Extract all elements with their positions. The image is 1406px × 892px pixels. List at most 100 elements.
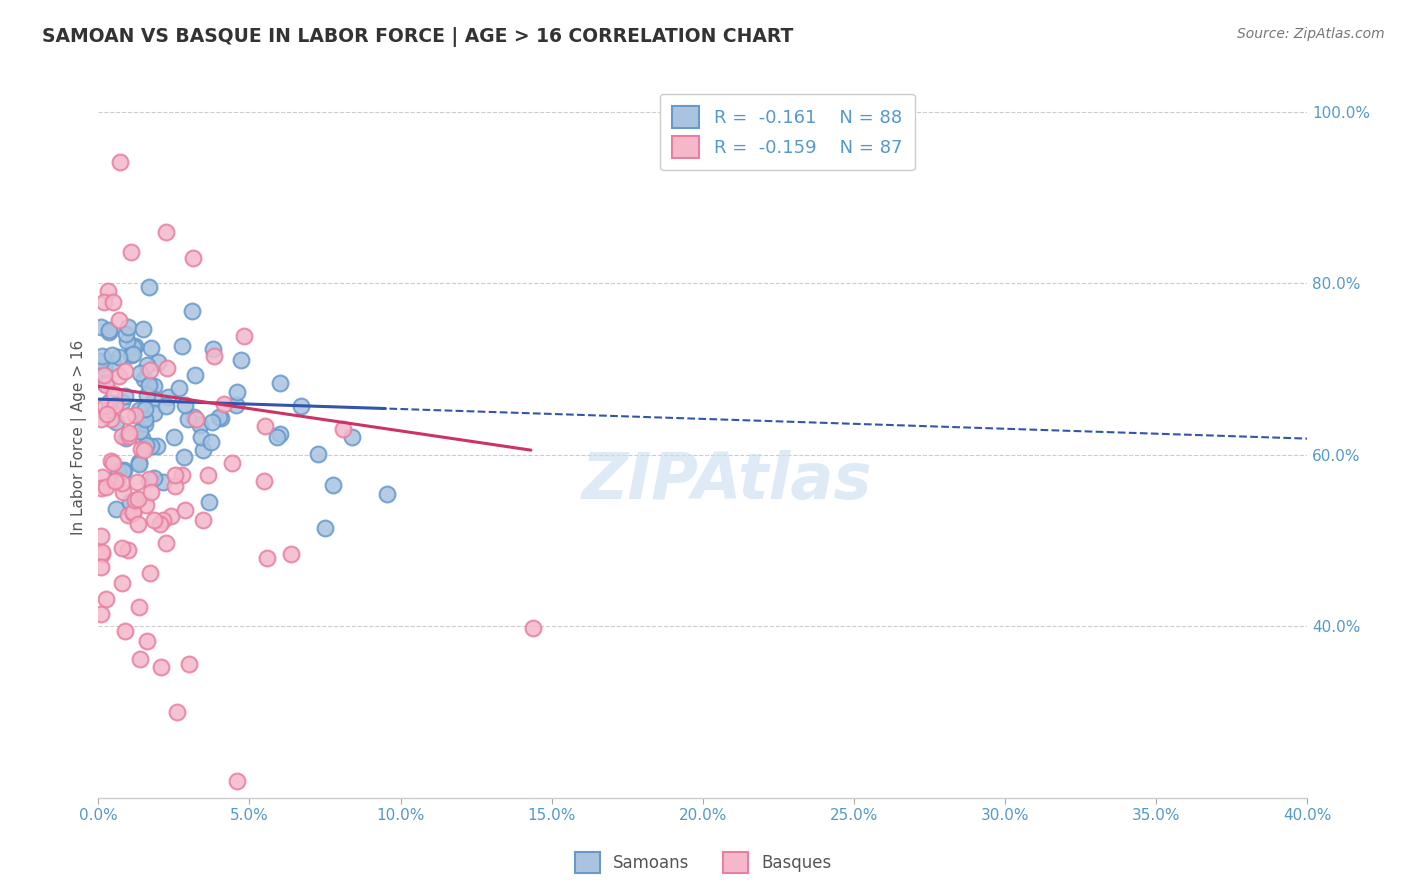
Point (266, 430, 288, 444)
Point (94, 480, 117, 494)
Point (104, 398, 127, 412)
Point (226, 773, 249, 788)
Point (111, 476, 134, 491)
Point (169, 381, 191, 395)
Point (138, 566, 160, 580)
Point (94, 592, 117, 607)
Point (124, 338, 146, 352)
Y-axis label: In Labor Force | Age > 16: In Labor Force | Age > 16 (72, 340, 87, 535)
Point (127, 475, 149, 489)
Point (152, 513, 174, 527)
Point (149, 659, 172, 673)
Point (107, 350, 129, 364)
Point (148, 354, 170, 368)
Point (174, 398, 197, 412)
Point (200, 434, 222, 449)
Legend: R =  -0.161    N = 88, R =  -0.159    N = 87: R = -0.161 N = 88, R = -0.159 N = 87 (659, 94, 915, 170)
Point (128, 457, 150, 471)
Point (105, 415, 128, 429)
Point (118, 426, 141, 441)
Point (111, 541, 134, 556)
Point (163, 479, 186, 493)
Point (184, 368, 207, 383)
Point (91, 470, 114, 484)
Point (90, 559, 112, 574)
Point (173, 503, 195, 517)
Point (165, 467, 187, 482)
Point (314, 521, 336, 535)
Point (107, 465, 129, 479)
Point (114, 624, 136, 638)
Point (90, 319, 112, 334)
Point (138, 280, 160, 294)
Point (522, 621, 544, 635)
Point (139, 341, 162, 355)
Point (183, 409, 205, 424)
Point (117, 542, 139, 557)
Point (129, 424, 152, 438)
Point (121, 506, 143, 520)
Point (93, 360, 115, 375)
Point (155, 225, 177, 239)
Point (90, 481, 112, 495)
Point (96, 407, 118, 421)
Point (193, 442, 215, 457)
Point (132, 413, 155, 427)
Point (108, 155, 131, 169)
Point (103, 386, 125, 401)
Point (138, 363, 160, 377)
Point (129, 651, 152, 665)
Point (139, 485, 162, 500)
Point (108, 313, 131, 327)
Point (128, 402, 150, 417)
Point (112, 463, 135, 477)
Legend: Samoans, Basques: Samoans, Basques (568, 846, 838, 880)
Point (177, 412, 200, 426)
Point (98, 325, 121, 339)
Point (173, 450, 195, 465)
Point (170, 339, 193, 353)
Point (94, 399, 117, 413)
Point (90, 412, 112, 426)
Point (117, 508, 139, 522)
Point (332, 421, 354, 435)
Point (152, 475, 174, 489)
Point (122, 496, 145, 510)
Text: ZIPAtlas: ZIPAtlas (582, 450, 872, 512)
Point (207, 409, 229, 424)
Point (197, 468, 219, 483)
Point (103, 456, 125, 470)
Point (155, 536, 177, 550)
Point (103, 356, 125, 370)
Point (104, 501, 127, 516)
Point (190, 430, 212, 444)
Point (186, 412, 208, 426)
Point (107, 474, 129, 488)
Point (98, 323, 121, 337)
Point (117, 320, 139, 334)
Point (111, 394, 134, 409)
Point (115, 327, 138, 342)
Point (135, 437, 157, 451)
Point (155, 399, 177, 413)
Point (307, 447, 329, 461)
Point (202, 349, 225, 363)
Point (128, 600, 150, 615)
Point (226, 384, 249, 399)
Point (98, 395, 121, 409)
Point (90, 529, 112, 543)
Point (209, 411, 232, 425)
Point (120, 245, 142, 260)
Point (114, 364, 136, 378)
Point (160, 508, 183, 523)
Point (322, 477, 344, 491)
Point (115, 334, 138, 349)
Point (90, 547, 112, 561)
Point (136, 633, 159, 648)
Text: SAMOAN VS BASQUE IN LABOR FORCE | AGE > 16 CORRELATION CHART: SAMOAN VS BASQUE IN LABOR FORCE | AGE > … (42, 27, 793, 46)
Point (124, 408, 146, 422)
Point (122, 346, 145, 360)
Point (132, 322, 155, 336)
Point (191, 513, 214, 527)
Point (101, 348, 124, 362)
